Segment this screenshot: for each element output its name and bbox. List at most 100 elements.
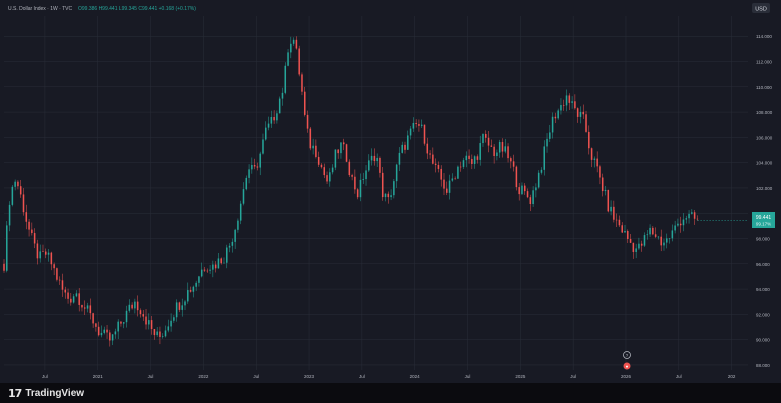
y-tick-label: 102.000 [756, 186, 773, 191]
candle [106, 324, 108, 339]
candle [638, 237, 640, 250]
candle [459, 161, 462, 172]
candle [457, 165, 459, 179]
candle-body [621, 225, 623, 233]
candle [568, 93, 571, 111]
legend-symbol[interactable]: U.S. Dollar Index · 1W · TVC [8, 6, 72, 12]
candle [195, 280, 197, 291]
candle [212, 260, 214, 278]
candle-body [14, 181, 16, 187]
candle-body [33, 233, 36, 244]
candle [546, 133, 548, 153]
candle [429, 150, 431, 159]
x-tick-label: 2022 [198, 374, 209, 379]
candle [462, 157, 465, 169]
candle [532, 186, 534, 207]
candle-body [668, 238, 671, 239]
candle [379, 156, 381, 178]
price-axis[interactable]: 114.000 112.000 110.000 108.000 106.000 104.0… [756, 34, 773, 368]
candle-body [398, 152, 401, 165]
candle [682, 213, 685, 232]
candle [295, 36, 298, 50]
last-price-bg [752, 212, 775, 228]
candle [627, 229, 629, 243]
candle [507, 143, 509, 163]
event-marker-earnings[interactable]: ● [626, 364, 629, 369]
candle-body [496, 152, 498, 156]
candle [36, 239, 39, 265]
candle [376, 153, 378, 167]
currency-button-bg[interactable] [752, 3, 770, 13]
candle-body [58, 279, 61, 281]
y-tick-label: 96.000 [756, 262, 770, 267]
candle [251, 157, 253, 174]
candle [518, 182, 520, 201]
candle-body [560, 105, 562, 111]
candle [6, 221, 8, 273]
y-tick-label: 92.000 [756, 312, 770, 317]
event-marker-earnings-icon[interactable] [623, 362, 631, 370]
x-tick-label: 2026 [621, 374, 632, 379]
candle-body [45, 251, 47, 255]
candle-body [173, 317, 175, 321]
candle-body [131, 304, 133, 309]
candle-body [459, 166, 462, 168]
event-marker-question-icon[interactable] [623, 351, 631, 359]
candle-body [498, 142, 501, 153]
candle [443, 173, 445, 196]
candle-body [404, 144, 406, 150]
candle-body [206, 270, 209, 272]
candle [696, 215, 699, 221]
candle [231, 238, 234, 253]
candle [309, 126, 312, 151]
candle-body [471, 158, 473, 164]
candle-body [340, 142, 342, 154]
time-axis[interactable]: Jul 2021 Jul 2022 Jul 2023 Jul 2024 Jul 2025 Jul 20… [42, 374, 736, 379]
candle-body [359, 179, 362, 198]
candle-body [407, 135, 409, 150]
candle-body [671, 230, 674, 239]
candle [161, 333, 164, 339]
candle-body [443, 179, 445, 189]
candle-body [301, 74, 303, 92]
candle [601, 173, 604, 197]
candle-body [437, 164, 440, 169]
candle-body [345, 144, 348, 162]
candle [649, 224, 651, 237]
candle-body [3, 263, 5, 271]
candle [487, 131, 490, 153]
candle-body [19, 186, 22, 195]
candle [677, 218, 679, 227]
candle-body [262, 139, 264, 154]
candle [33, 228, 36, 249]
candle-body [67, 292, 69, 299]
candle-body [607, 189, 610, 212]
candle-body [401, 144, 403, 153]
candle [72, 294, 75, 304]
candle [448, 174, 451, 200]
candle-body [92, 313, 94, 324]
y-tick-label: 112.000 [756, 60, 772, 65]
candle-body [136, 301, 139, 311]
candle [95, 322, 97, 332]
candle [381, 166, 384, 201]
candle [624, 224, 626, 233]
candle [262, 133, 264, 155]
candle [554, 112, 557, 124]
candle-body [276, 113, 278, 121]
currency-button[interactable]: USD [755, 7, 767, 13]
x-tick-label: Jul [253, 374, 259, 379]
candle [562, 99, 565, 111]
candle [373, 148, 376, 166]
candle-body [281, 92, 284, 99]
candle [693, 210, 696, 225]
event-marker-question[interactable]: ? [626, 353, 629, 358]
candle [315, 139, 317, 159]
x-tick-label: Jul [465, 374, 471, 379]
candle [331, 164, 334, 175]
tradingview-logo[interactable]: 17 TradingView [8, 386, 84, 400]
candle-body [379, 157, 381, 173]
candle [482, 133, 484, 147]
candle-body [627, 231, 629, 239]
